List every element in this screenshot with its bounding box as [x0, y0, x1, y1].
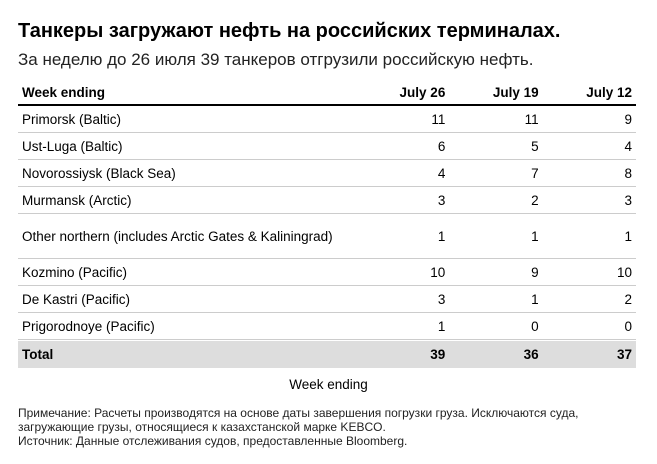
row-label: Ust-Luga (Baltic): [18, 132, 356, 160]
cell: 10: [542, 258, 636, 286]
footer: Примечание: Расчеты производятся на осно…: [18, 406, 618, 448]
source: Источник: Данные отслеживания судов, пре…: [18, 434, 408, 448]
table-row: Kozmino (Pacific) 10 9 10: [18, 258, 636, 286]
cell: 3: [356, 186, 450, 214]
cell: 1: [356, 213, 450, 259]
cell: 8: [542, 159, 636, 187]
table-row: Other northern (includes Arctic Gates & …: [18, 213, 636, 259]
cell: 11: [449, 105, 543, 133]
table: Week ending July 26 July 19 July 12 Primorsk…: [18, 80, 636, 368]
cell: 1: [449, 285, 543, 313]
table-row: Ust-Luga (Baltic) 6 5 4: [18, 132, 636, 160]
cell: 1: [356, 312, 450, 340]
cell: 2: [449, 186, 543, 214]
column-header: July 12: [542, 80, 636, 106]
cell: 1: [449, 213, 543, 259]
row-label: Other northern (includes Arctic Gates & …: [18, 213, 356, 259]
row-label: Murmansk (Arctic): [18, 186, 356, 214]
table-row: De Kastri (Pacific) 3 1 2: [18, 285, 636, 313]
table-row: Murmansk (Arctic) 3 2 3: [18, 186, 636, 214]
cell: 3: [356, 285, 450, 313]
cell: 4: [542, 132, 636, 160]
row-label: Novorossiysk (Black Sea): [18, 159, 356, 187]
total-cell: 36: [449, 341, 543, 368]
cell: 9: [449, 258, 543, 286]
row-label: Prigorodnoye (Pacific): [18, 312, 356, 340]
total-label: Total: [18, 341, 356, 368]
column-header: July 26: [356, 80, 450, 106]
cell: 7: [449, 159, 543, 187]
cell: 4: [356, 159, 450, 187]
total-row: Total 39 36 37: [18, 341, 636, 368]
cell: 11: [356, 105, 450, 133]
subtitle: За неделю до 26 июля 39 танкеров отгрузи…: [18, 50, 534, 69]
column-header: Week ending: [18, 80, 356, 106]
column-header: July 19: [449, 80, 543, 106]
cell: 6: [356, 132, 450, 160]
cell: 2: [542, 285, 636, 313]
row-label: Kozmino (Pacific): [18, 258, 356, 286]
cell: 3: [542, 186, 636, 214]
title: Танкеры загружают нефть на российских те…: [18, 20, 561, 42]
cell: 10: [356, 258, 450, 286]
cell: 0: [542, 312, 636, 340]
table-body: Primorsk (Baltic) 11 11 9 Ust-Luga (Baltic) 6…: [18, 105, 636, 368]
header-row: Week ending July 26 July 19 July 12: [18, 80, 636, 106]
total-cell: 37: [542, 341, 636, 368]
caption: Week ending: [289, 377, 368, 392]
total-cell: 39: [356, 341, 450, 368]
note: Примечание: Расчеты производятся на осно…: [18, 406, 579, 434]
cell: 1: [542, 213, 636, 259]
table-row: Novorossiysk (Black Sea) 4 7 8: [18, 159, 636, 187]
cell: 0: [449, 312, 543, 340]
row-label: Primorsk (Baltic): [18, 105, 356, 133]
table-row: Prigorodnoye (Pacific) 1 0 0: [18, 312, 636, 340]
cell: 5: [449, 132, 543, 160]
cell: 9: [542, 105, 636, 133]
table-row: Primorsk (Baltic) 11 11 9: [18, 105, 636, 133]
row-label: De Kastri (Pacific): [18, 285, 356, 313]
